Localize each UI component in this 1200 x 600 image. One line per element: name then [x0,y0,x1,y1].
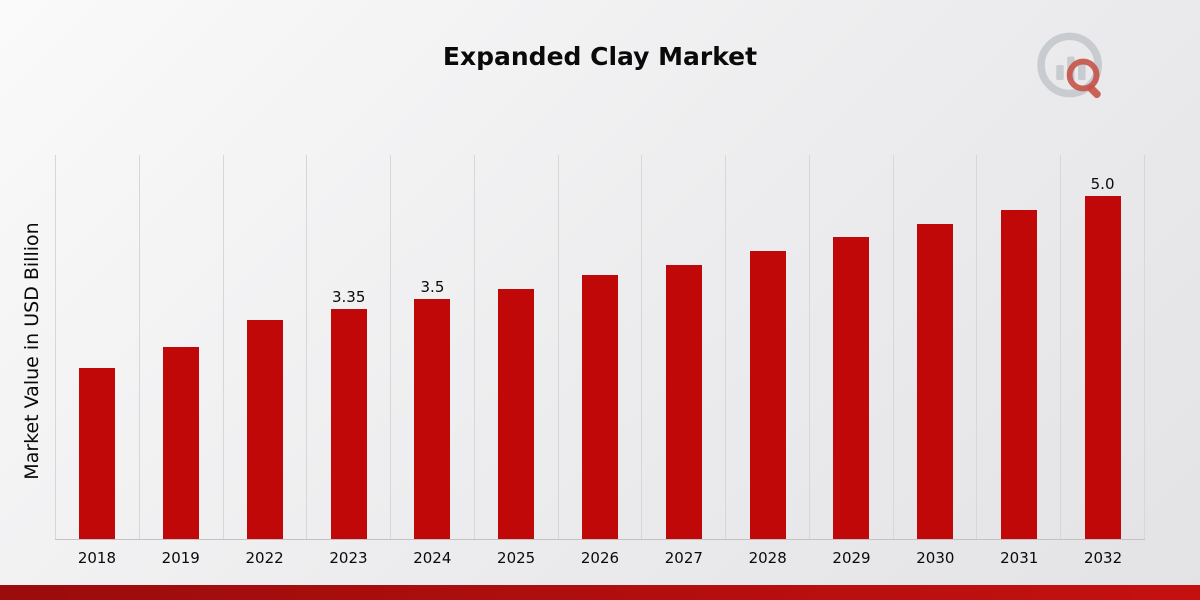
x-tick-label: 2032 [1083,549,1123,567]
x-axis-labels: 2018 2019 2022 2023 2024 2025 2026 2027 2028 2029… [55,540,1145,567]
bar-2027 [665,264,702,539]
bar-2018 [79,367,116,539]
x-tick-label: 2023 [329,549,368,567]
x-tick-label: 2028 [748,549,787,567]
bar-2028 [749,251,786,539]
chart-column [138,155,223,539]
x-tick-label: 2022 [245,549,284,567]
x-tick-label: 2018 [77,549,117,567]
bar-2022 [246,319,283,539]
x-tick-label: 2027 [664,549,703,567]
chart-column [808,155,893,539]
chart-title: Expanded Clay Market [442,42,758,71]
chart-column [557,155,642,539]
chart-column [641,155,725,539]
bar-2032: 5.0 [1084,175,1121,539]
bar-value-label: 5.0 [1090,175,1115,194]
chart-column [976,155,1060,539]
chart-column [725,155,809,539]
y-axis-label: Market Value in USD Billion [21,222,43,480]
chart-column: 5.0 [1060,155,1145,539]
bar-2026 [581,275,618,539]
x-tick-label: 2025 [497,549,536,567]
market-research-logo-icon [1037,32,1102,99]
bar-2031 [1000,209,1037,539]
chart-column [55,155,139,539]
bar-chart: 3.35 3.5 5.0 2018 2019 2022 2023 2024 2025 2026 2… [55,155,1145,570]
bar-value-label: 3.5 [420,278,445,296]
plot-area: 3.35 3.5 5.0 [55,155,1145,540]
x-tick-label: 2026 [580,549,620,567]
chart-column [892,155,977,539]
bar-2019 [163,347,200,539]
chart-column: 3.35 [306,155,390,539]
chart-column: 3.5 [390,155,474,539]
bar-2023: 3.35 [330,288,367,539]
bar-2025 [498,288,535,539]
chart-column [473,155,558,539]
x-tick-label: 2029 [832,549,871,567]
bar-2029 [833,237,870,539]
bar-2030 [917,223,954,539]
x-tick-label: 2024 [413,549,452,567]
x-tick-label: 2030 [916,549,955,567]
x-tick-label: 2019 [161,549,200,567]
x-tick-label: 2031 [1000,549,1039,567]
chart-column [222,155,307,539]
bottom-red-band [0,585,1200,600]
bar-2024: 3.5 [414,278,451,539]
bar-value-label: 3.35 [331,288,366,307]
